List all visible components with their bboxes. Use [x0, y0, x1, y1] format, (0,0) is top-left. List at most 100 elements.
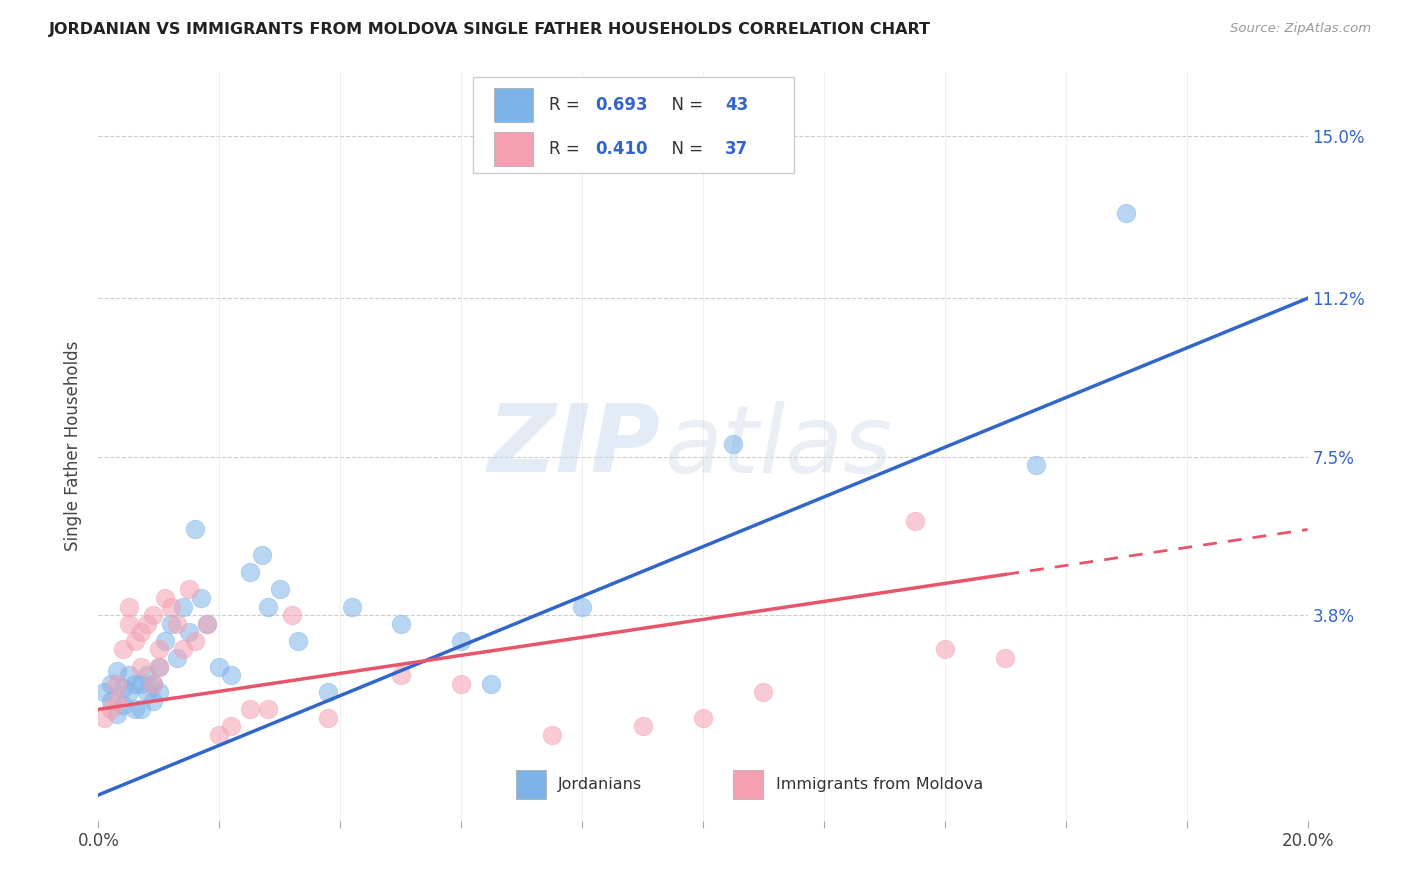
Point — [124, 633, 146, 648]
Text: 0.693: 0.693 — [595, 96, 648, 114]
Point — [752, 685, 775, 699]
Point — [153, 633, 176, 648]
Point — [93, 685, 115, 699]
Point — [118, 599, 141, 614]
Point — [166, 616, 188, 631]
Y-axis label: Single Father Households: Single Father Households — [65, 341, 83, 551]
Point — [142, 676, 165, 690]
Point — [111, 698, 134, 712]
Point — [153, 591, 176, 605]
Point — [184, 633, 207, 648]
Point — [481, 676, 503, 690]
Point — [105, 676, 128, 690]
Text: N =: N = — [661, 140, 709, 158]
Point — [118, 685, 141, 699]
Point — [142, 676, 165, 690]
Point — [450, 633, 472, 648]
Point — [316, 711, 339, 725]
Point — [692, 711, 714, 725]
Point — [100, 676, 122, 690]
Point — [124, 702, 146, 716]
Point — [93, 711, 115, 725]
Point — [221, 668, 243, 682]
Point — [166, 651, 188, 665]
Point — [111, 642, 134, 657]
Point — [100, 702, 122, 716]
Point — [105, 664, 128, 678]
Point — [190, 591, 212, 605]
FancyBboxPatch shape — [474, 77, 793, 172]
Point — [256, 702, 278, 716]
Text: Jordanians: Jordanians — [558, 777, 643, 792]
Point — [105, 694, 128, 708]
Point — [172, 599, 194, 614]
Point — [256, 599, 278, 614]
Point — [111, 681, 134, 695]
Point — [221, 719, 243, 733]
FancyBboxPatch shape — [734, 771, 763, 799]
Point — [160, 599, 183, 614]
Text: 37: 37 — [724, 140, 748, 158]
Point — [118, 616, 141, 631]
Point — [994, 651, 1017, 665]
Point — [184, 523, 207, 537]
Point — [142, 694, 165, 708]
Point — [269, 582, 291, 597]
Point — [179, 582, 201, 597]
Text: 0.410: 0.410 — [595, 140, 648, 158]
Text: JORDANIAN VS IMMIGRANTS FROM MOLDOVA SINGLE FATHER HOUSEHOLDS CORRELATION CHART: JORDANIAN VS IMMIGRANTS FROM MOLDOVA SIN… — [49, 22, 931, 37]
Point — [148, 642, 170, 657]
Point — [124, 676, 146, 690]
Point — [195, 616, 218, 631]
Point — [100, 694, 122, 708]
Point — [934, 642, 956, 657]
Point — [160, 616, 183, 631]
Point — [135, 668, 157, 682]
FancyBboxPatch shape — [494, 132, 533, 166]
Point — [105, 706, 128, 721]
Text: N =: N = — [661, 96, 709, 114]
Point — [118, 668, 141, 682]
Point — [142, 608, 165, 623]
Point — [342, 599, 364, 614]
FancyBboxPatch shape — [494, 88, 533, 122]
Point — [316, 685, 339, 699]
Point — [208, 659, 231, 673]
Point — [135, 616, 157, 631]
Point — [450, 676, 472, 690]
Point — [129, 702, 152, 716]
Point — [904, 514, 927, 528]
Text: R =: R = — [550, 140, 585, 158]
Point — [287, 633, 309, 648]
Point — [148, 685, 170, 699]
Point — [250, 548, 273, 562]
Point — [631, 719, 654, 733]
Point — [129, 625, 152, 640]
Point — [179, 625, 201, 640]
Point — [723, 437, 745, 451]
Point — [389, 668, 412, 682]
Text: 43: 43 — [724, 96, 748, 114]
Text: atlas: atlas — [664, 401, 893, 491]
Point — [129, 659, 152, 673]
Point — [540, 728, 562, 742]
FancyBboxPatch shape — [516, 771, 546, 799]
Point — [148, 659, 170, 673]
Text: Source: ZipAtlas.com: Source: ZipAtlas.com — [1230, 22, 1371, 36]
Text: ZIP: ZIP — [488, 400, 661, 492]
Text: Immigrants from Moldova: Immigrants from Moldova — [776, 777, 983, 792]
Point — [239, 702, 262, 716]
Point — [1024, 458, 1046, 473]
Point — [195, 616, 218, 631]
Point — [239, 566, 262, 580]
Text: R =: R = — [550, 96, 585, 114]
Point — [281, 608, 304, 623]
Point — [129, 676, 152, 690]
Point — [389, 616, 412, 631]
Point — [571, 599, 593, 614]
Point — [135, 685, 157, 699]
Point — [172, 642, 194, 657]
Point — [148, 659, 170, 673]
Point — [1115, 205, 1137, 219]
Point — [208, 728, 231, 742]
